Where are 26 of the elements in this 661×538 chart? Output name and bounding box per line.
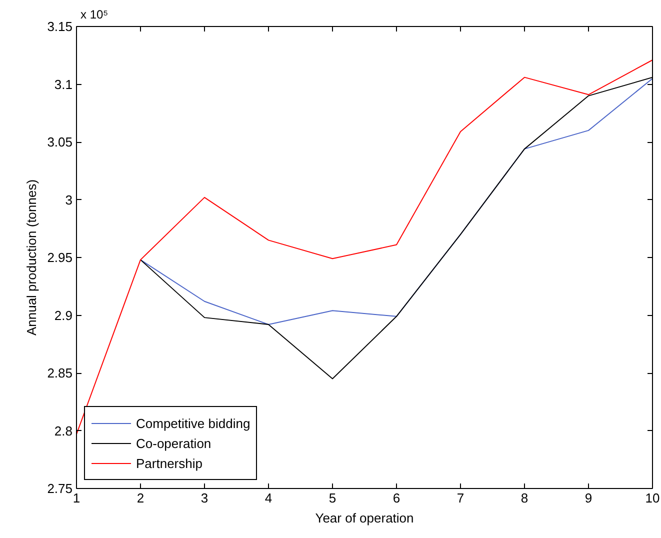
x-tick-label: 7: [456, 490, 464, 506]
line-series: [76, 59, 652, 435]
y-tick-label: 3.1: [54, 76, 73, 92]
legend-label: Competitive bidding: [136, 416, 250, 430]
x-tick-label: 3: [200, 490, 208, 506]
text: x 10⁵: [80, 8, 108, 22]
y-tick-label: 3.05: [47, 134, 73, 150]
x-tick-label: 6: [392, 490, 400, 506]
legend-label: Partnership: [136, 456, 202, 470]
y-tick-label: 3.15: [47, 19, 73, 34]
x-tick-label: 1: [72, 490, 80, 506]
y-axis-title: Annual production (tonnes): [24, 179, 40, 336]
x-tick-label: 2: [136, 490, 144, 506]
y-tick-label: 3: [65, 192, 73, 208]
x-tick-label: 10: [645, 490, 660, 506]
y-tick-label: 2.95: [47, 250, 73, 265]
x-tick-label: 9: [584, 490, 592, 506]
y-tick-label: 2.8: [54, 423, 73, 438]
y-tick-label: 2.75: [47, 481, 73, 496]
y-tick-label: 2.85: [47, 366, 73, 380]
x-tick-label: 4: [264, 490, 272, 506]
x-tick-label: 5: [328, 490, 336, 506]
legend-label: Co-operation: [136, 436, 212, 450]
x-tick-label: 8: [520, 490, 528, 506]
x-axis-title: Year of operation: [315, 510, 414, 526]
y-tick-label: 2.9: [54, 308, 73, 323]
